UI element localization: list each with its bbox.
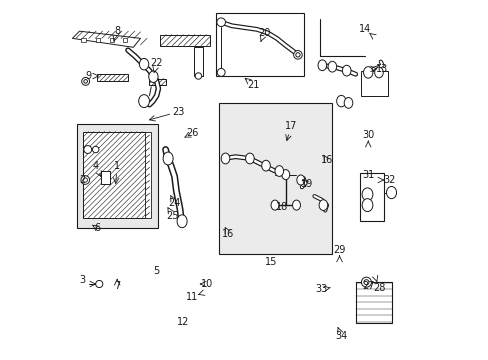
Bar (194, 47, 203, 76)
Ellipse shape (362, 199, 372, 212)
Bar (360, 71, 387, 96)
Text: 19: 19 (301, 179, 313, 189)
Ellipse shape (281, 170, 289, 180)
Bar (219, 103, 332, 253)
Polygon shape (72, 31, 140, 47)
Text: 25: 25 (166, 211, 179, 221)
Ellipse shape (374, 67, 383, 78)
Bar (355, 282, 391, 323)
Text: 16: 16 (222, 229, 234, 239)
Ellipse shape (274, 166, 283, 176)
Text: 6: 6 (94, 224, 101, 233)
Text: 21: 21 (247, 80, 259, 90)
Text: 34: 34 (334, 331, 347, 341)
Text: 8: 8 (114, 26, 120, 36)
Ellipse shape (319, 200, 327, 211)
Text: 20: 20 (258, 28, 270, 38)
Text: 28: 28 (372, 283, 385, 293)
Ellipse shape (177, 215, 187, 228)
Ellipse shape (362, 188, 372, 201)
Text: 10: 10 (200, 279, 213, 289)
Bar (96, 38, 100, 42)
Text: 22: 22 (150, 58, 163, 68)
Text: 16: 16 (320, 155, 332, 165)
Circle shape (83, 145, 92, 153)
Text: 1: 1 (114, 161, 120, 171)
Circle shape (293, 50, 302, 59)
Ellipse shape (296, 175, 304, 185)
Text: 7: 7 (114, 281, 120, 291)
Bar (83, 132, 145, 218)
Circle shape (83, 178, 87, 182)
Ellipse shape (261, 160, 270, 171)
Bar (215, 13, 303, 76)
Circle shape (81, 176, 89, 184)
Ellipse shape (139, 95, 149, 108)
Bar (97, 74, 128, 81)
Circle shape (361, 277, 371, 287)
Text: 5: 5 (153, 266, 160, 276)
Text: 27: 27 (361, 281, 374, 291)
Ellipse shape (317, 60, 326, 71)
Text: 2: 2 (79, 175, 85, 185)
Text: 3: 3 (79, 275, 85, 285)
Ellipse shape (336, 95, 346, 107)
Bar (149, 78, 165, 85)
Text: 18: 18 (275, 202, 288, 212)
Circle shape (81, 77, 89, 85)
Circle shape (295, 53, 300, 57)
Ellipse shape (344, 98, 352, 108)
Text: 13: 13 (376, 64, 388, 74)
Bar (101, 171, 110, 184)
Circle shape (96, 280, 102, 288)
Text: 4: 4 (92, 161, 99, 171)
Bar (81, 38, 85, 42)
Ellipse shape (139, 58, 148, 70)
Ellipse shape (363, 67, 372, 78)
Circle shape (217, 68, 224, 76)
Bar (110, 38, 114, 42)
Circle shape (363, 280, 368, 285)
Text: 12: 12 (177, 317, 189, 327)
Text: 29: 29 (333, 245, 345, 255)
Text: 9: 9 (85, 71, 91, 81)
Ellipse shape (386, 186, 396, 199)
Ellipse shape (163, 152, 173, 165)
Ellipse shape (342, 65, 350, 76)
Circle shape (92, 146, 99, 153)
Bar (160, 35, 210, 45)
Text: 17: 17 (285, 121, 297, 131)
Text: 23: 23 (172, 107, 184, 117)
Text: 32: 32 (383, 175, 395, 185)
Text: 14: 14 (358, 24, 370, 35)
Ellipse shape (221, 153, 229, 164)
Bar (122, 38, 126, 42)
Ellipse shape (270, 200, 278, 210)
Circle shape (217, 18, 225, 27)
Ellipse shape (292, 200, 300, 210)
Ellipse shape (245, 153, 254, 164)
Bar (359, 173, 384, 221)
Text: 31: 31 (361, 170, 374, 180)
Circle shape (195, 73, 201, 79)
Text: 24: 24 (168, 198, 181, 208)
Text: 15: 15 (264, 257, 277, 267)
Text: 11: 11 (186, 292, 198, 302)
Text: 26: 26 (186, 129, 198, 138)
Text: 30: 30 (361, 130, 374, 140)
Bar (144, 132, 151, 218)
Bar (77, 125, 158, 228)
Text: 33: 33 (315, 284, 327, 294)
Circle shape (83, 80, 87, 83)
Ellipse shape (327, 61, 336, 72)
Ellipse shape (148, 71, 158, 82)
